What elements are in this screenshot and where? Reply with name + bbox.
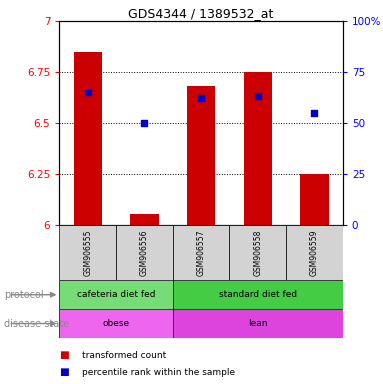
Bar — [74, 52, 102, 225]
Bar — [244, 72, 272, 225]
Bar — [300, 174, 329, 225]
Point — [141, 120, 147, 126]
Text: cafeteria diet fed: cafeteria diet fed — [77, 290, 155, 299]
Bar — [173, 280, 343, 309]
Text: ■: ■ — [59, 350, 69, 360]
Bar — [173, 225, 229, 280]
Text: transformed count: transformed count — [82, 351, 167, 360]
Text: GSM906557: GSM906557 — [196, 229, 206, 276]
Text: lean: lean — [248, 319, 267, 328]
Point — [255, 93, 261, 99]
Bar — [173, 309, 343, 338]
Bar — [286, 225, 343, 280]
Text: GSM906559: GSM906559 — [310, 229, 319, 276]
Point — [198, 95, 204, 101]
Text: obese: obese — [103, 319, 129, 328]
Bar — [59, 225, 116, 280]
Text: GSM906555: GSM906555 — [83, 229, 92, 276]
Bar — [187, 86, 215, 225]
Text: ■: ■ — [59, 367, 69, 377]
Text: protocol: protocol — [4, 290, 43, 300]
Text: GSM906556: GSM906556 — [140, 229, 149, 276]
Bar — [229, 225, 286, 280]
Title: GDS4344 / 1389532_at: GDS4344 / 1389532_at — [128, 7, 274, 20]
Bar — [59, 309, 173, 338]
Point — [85, 89, 91, 96]
Text: GSM906558: GSM906558 — [253, 229, 262, 276]
Text: standard diet fed: standard diet fed — [219, 290, 297, 299]
Bar — [130, 215, 159, 225]
Point — [311, 110, 318, 116]
Text: percentile rank within the sample: percentile rank within the sample — [82, 368, 236, 377]
Text: disease state: disease state — [4, 318, 69, 329]
Bar — [116, 225, 173, 280]
Bar — [59, 280, 173, 309]
